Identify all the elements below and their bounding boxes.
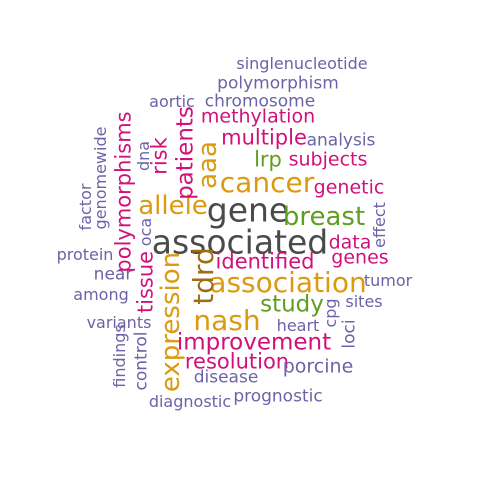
word-diagnostic: diagnostic (148, 392, 232, 411)
word-genes: genes (331, 246, 389, 269)
word-chromosome: chromosome (204, 91, 316, 112)
word-allele: allele (138, 191, 208, 221)
word-association: association (209, 266, 367, 299)
word-lrp: lrp (254, 147, 282, 172)
word-disease: disease (193, 367, 259, 388)
word-oca: oca (136, 217, 155, 247)
word-protein: protein (56, 245, 114, 264)
word-heart: heart (276, 316, 320, 335)
word-loci: loci (339, 319, 360, 349)
word-variants: variants (86, 313, 152, 332)
word-aaa: aaa (193, 141, 223, 189)
word-risk: risk (147, 137, 172, 175)
word-genomewide: genomewide (91, 126, 110, 230)
word-multiple: multiple (221, 125, 307, 150)
word-identified: identified (215, 249, 315, 274)
word-among: among (73, 285, 129, 304)
word-subjects: subjects (288, 148, 368, 171)
word-porcine: porcine (282, 355, 354, 378)
word-cancer: cancer (219, 166, 315, 199)
word-expression: expression (156, 251, 186, 393)
word-associated: associated (151, 222, 329, 262)
word-cpg: cpg (321, 298, 340, 328)
word-analysis: analysis (306, 130, 376, 151)
word-polymorphism: polymorphism (217, 73, 339, 94)
word-gene: gene (206, 190, 290, 230)
word-nash: nash (193, 304, 261, 337)
word-data: data (328, 231, 372, 254)
word-findings: findings (110, 324, 129, 388)
word-aortic: aortic (149, 92, 195, 111)
word-study: study (260, 291, 324, 318)
word-prognostic: prognostic (233, 386, 323, 407)
word-breast: breast (282, 202, 366, 232)
word-tumor: tumor (363, 271, 413, 290)
word-sites: sites (345, 292, 383, 311)
word-genetic: genetic (313, 176, 385, 199)
word-control: control (131, 331, 152, 391)
word-singlenucleotide: singlenucleotide (236, 54, 368, 73)
word-effect: effect (370, 202, 389, 248)
word-improvement: improvement (176, 329, 332, 356)
word-polymorphisms: polymorphisms (111, 111, 136, 273)
word-tissue: tissue (133, 250, 158, 314)
word-factor: factor (76, 183, 95, 231)
word-near: near (93, 264, 133, 285)
word-resolution: resolution (184, 349, 290, 374)
word-tdrd: tdrd (187, 247, 220, 305)
word-methylation: methylation (200, 105, 316, 128)
